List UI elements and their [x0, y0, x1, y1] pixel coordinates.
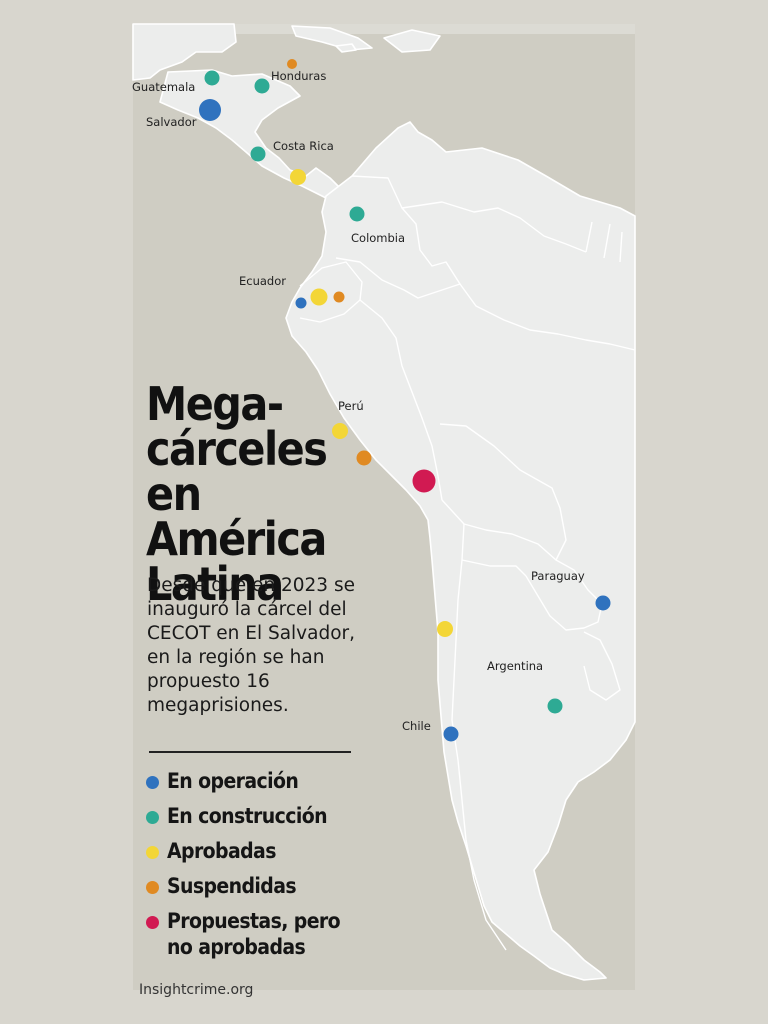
legend-item-en-construccion: En construcción — [146, 803, 386, 829]
legend: En operación En construcción Aprobadas S… — [146, 768, 386, 969]
legend-dot — [146, 846, 159, 859]
prison-marker — [333, 291, 345, 303]
border-uruguay — [583, 631, 621, 701]
prison-marker — [349, 206, 365, 222]
border-peru-brazil — [359, 299, 443, 501]
border-paraguay — [525, 559, 603, 631]
border-brazil-west — [459, 283, 636, 351]
label-paraguay: Paraguay — [531, 569, 585, 583]
label-chile: Chile — [402, 719, 431, 733]
legend-label: Propuestas, pero no aprobadas — [167, 909, 341, 959]
title: Mega- cárceles en América Latina — [146, 377, 328, 611]
prison-marker — [443, 726, 459, 742]
prison-marker — [287, 59, 297, 69]
label-costa-rica: Costa Rica — [273, 139, 334, 153]
land-central-america — [132, 23, 343, 199]
prison-marker — [204, 70, 220, 86]
prison-marker — [412, 469, 436, 493]
label-guatemala: Guatemala — [132, 80, 195, 94]
label-ecuador: Ecuador — [239, 274, 286, 288]
legend-label: En operación — [167, 769, 299, 793]
prison-marker — [547, 698, 563, 714]
legend-label: Aprobadas — [167, 839, 276, 863]
prison-marker — [295, 297, 307, 309]
prison-marker — [595, 595, 611, 611]
legend-dot — [146, 776, 159, 789]
legend-item-en-operacion: En operación — [146, 768, 386, 794]
top-band — [133, 24, 635, 34]
divider — [149, 751, 351, 753]
prison-marker — [254, 78, 270, 94]
legend-item-aprobadas: Aprobadas — [146, 838, 386, 864]
subtitle: Desde que en 2023 se inauguró la cárcel … — [147, 575, 356, 716]
border-ecuador-peru — [299, 261, 363, 323]
prison-marker — [437, 621, 453, 637]
prison-marker — [310, 288, 328, 306]
legend-dot — [146, 881, 159, 894]
label-honduras: Honduras — [271, 69, 326, 83]
prison-marker — [290, 169, 306, 185]
legend-dot — [146, 811, 159, 824]
border-guianas — [585, 221, 623, 263]
border-argentina-north — [461, 559, 527, 577]
label-argentina: Argentina — [487, 659, 543, 673]
land-jamaica — [335, 43, 357, 53]
label-salvador: Salvador — [146, 115, 197, 129]
legend-label: En construcción — [167, 804, 328, 828]
prison-markers — [199, 59, 611, 742]
legend-dot — [146, 916, 159, 929]
legend-label: Suspendidas — [167, 874, 297, 898]
prison-marker — [332, 423, 348, 439]
border-bolivia — [439, 423, 567, 561]
land-south-america — [285, 121, 636, 981]
legend-item-suspendidas: Suspendidas — [146, 873, 386, 899]
prison-marker — [356, 450, 372, 466]
border-venezuela — [401, 201, 587, 253]
land-hispaniola — [383, 29, 441, 53]
source-credit: Insightcrime.org — [139, 982, 254, 998]
legend-item-propuestas: Propuestas, pero no aprobadas — [146, 908, 386, 960]
prison-marker — [250, 146, 266, 162]
prison-marker — [199, 99, 221, 121]
label-colombia: Colombia — [351, 231, 405, 245]
label-peru: Perú — [338, 399, 364, 413]
